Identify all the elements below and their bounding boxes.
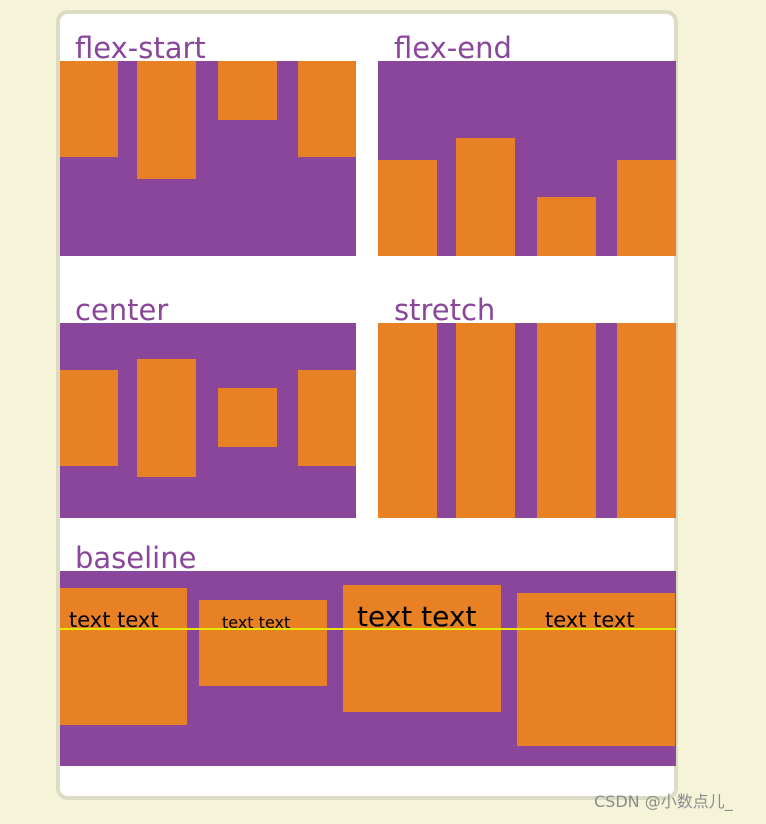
center-title: center — [75, 293, 169, 327]
flex-start-item-4 — [298, 61, 356, 157]
flex-start-container — [60, 61, 356, 256]
flex-end-item-3 — [537, 197, 596, 256]
flex-end-item-1 — [378, 160, 437, 256]
flex-start-item-3 — [218, 61, 277, 120]
baseline-item-4 — [517, 593, 675, 746]
baseline-item-4-text: text text — [545, 608, 635, 632]
center-item-4 — [298, 370, 356, 466]
center-item-2 — [137, 359, 196, 477]
baseline-item-3-text: text text — [357, 600, 477, 633]
flex-start-item-1 — [60, 61, 118, 157]
stretch-title: stretch — [394, 293, 496, 327]
stretch-item-4 — [617, 323, 676, 518]
flex-end-title: flex-end — [394, 31, 512, 65]
center-container — [60, 323, 356, 518]
stretch-container — [378, 323, 676, 518]
center-item-1 — [60, 370, 118, 466]
center-item-3 — [218, 388, 277, 447]
baseline-item-2-text: text text — [222, 613, 291, 632]
baseline-item-1 — [60, 588, 187, 725]
baseline-item-1-text: text text — [69, 608, 159, 632]
flex-end-item-2 — [456, 138, 515, 256]
baseline-title: baseline — [75, 541, 197, 575]
flex-end-container — [378, 61, 676, 256]
stretch-item-3 — [537, 323, 596, 518]
flex-start-title: flex-start — [75, 31, 206, 65]
flex-end-item-4 — [617, 160, 676, 256]
stretch-item-2 — [456, 323, 515, 518]
baseline-guide-line — [60, 628, 676, 630]
baseline-item-2 — [199, 600, 327, 686]
stretch-item-1 — [378, 323, 437, 518]
baseline-item-3 — [343, 585, 501, 712]
flex-start-item-2 — [137, 61, 196, 179]
baseline-container — [60, 571, 676, 766]
watermark: CSDN @小数点儿_ — [594, 792, 733, 811]
